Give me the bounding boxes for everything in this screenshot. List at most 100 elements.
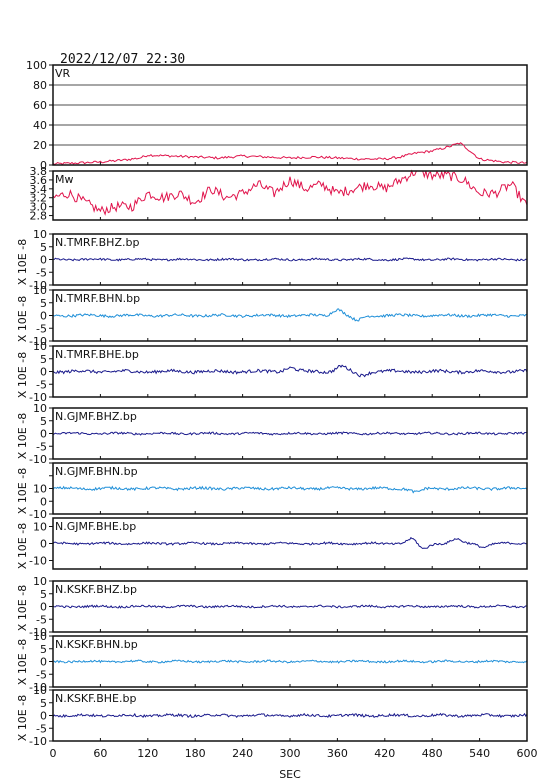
panel-frame [52, 233, 528, 286]
panel-label: N.TMRF.BHZ.bp [55, 236, 139, 249]
x-tick-label: 600 [517, 747, 538, 760]
panel-label: N.KSKF.BHE.bp [55, 692, 136, 705]
y-tick-label: -5 [36, 322, 47, 335]
y-tick-label: -5 [36, 722, 47, 735]
y-tick-label: 5 [40, 697, 47, 710]
panel-frame [52, 64, 528, 166]
x-axis-label: SEC [279, 768, 301, 781]
y-tick-label: 0 [40, 710, 47, 723]
y-tick-label: 5 [40, 353, 47, 366]
y-tick-label: 0 [40, 428, 47, 441]
panels-group: 020406080100VR2.83.03.23.43.63.8Mw-10-50… [26, 59, 528, 748]
y-tick-label: 10 [33, 340, 47, 353]
panel-n-gjmf-bhe-bp: -10 0 10 N.GJMF.BHE.bp [29, 517, 528, 570]
y-tick-label: 5 [40, 588, 47, 601]
panel-frame [52, 517, 528, 570]
y-unit-label: X 10E -8 [16, 639, 29, 685]
y-unit-label: X 10E -8 [16, 352, 29, 398]
panel-label: VR [55, 67, 71, 80]
y-tick-label: 0 [40, 601, 47, 614]
x-tick-label: 480 [422, 747, 443, 760]
y-tick-label: 5 [40, 415, 47, 428]
y-unit-label: X 10E -8 [16, 585, 29, 631]
series-line [52, 604, 528, 609]
x-tick-label: 60 [93, 747, 107, 760]
y-tick-label: 3.8 [30, 165, 48, 178]
y-tick-label: 5 [40, 297, 47, 310]
y-tick-label: 2.8 [30, 210, 48, 223]
y-tick-label: -10 [29, 335, 47, 348]
y-tick-label: -5 [36, 378, 47, 391]
panel-label: N.TMRF.BHN.bp [55, 292, 140, 305]
y-tick-label: 10 [33, 284, 47, 297]
y-tick-label: 10 [33, 483, 47, 496]
x-tick-label: 120 [137, 747, 158, 760]
x-tick-label: 300 [280, 747, 301, 760]
panel-label: N.TMRF.BHE.bp [55, 348, 139, 361]
y-tick-label: -10 [29, 681, 47, 694]
panel-label: Mw [55, 173, 74, 186]
y-tick-label: 3.2 [30, 192, 48, 205]
panel-label: N.GJMF.BHE.bp [55, 520, 136, 533]
y-tick-label: 0 [40, 366, 47, 379]
y-tick-label: 3.6 [30, 174, 48, 187]
series-line [52, 257, 528, 262]
y-tick-label: -5 [36, 613, 47, 626]
series-line [52, 308, 527, 322]
y-tick-label: -5 [36, 440, 47, 453]
y-tick-label: 60 [33, 99, 47, 112]
x-tick-label: 360 [327, 747, 348, 760]
y-tick-label: 40 [33, 119, 47, 132]
y-tick-label: -10 [29, 735, 47, 748]
series-line [52, 712, 528, 719]
y-tick-label: 5 [40, 241, 47, 254]
datetime-header: 2022/12/07 22:30 [60, 52, 185, 67]
x-tick-label: 420 [374, 747, 395, 760]
y-tick-label: 10 [33, 228, 47, 241]
y-tick-label: 0 [40, 254, 47, 267]
panel-label: N.GJMF.BHZ.bp [55, 410, 137, 423]
panel-frame [52, 462, 528, 515]
y-tick-label: 0 [40, 656, 47, 669]
panel-frame [52, 170, 528, 221]
series-line [52, 142, 528, 166]
y-tick-label: -10 [29, 279, 47, 292]
series-line [52, 485, 528, 494]
y-tick-label: 80 [33, 79, 47, 92]
y-tick-label: 10 [33, 630, 47, 643]
y-tick-label: 10 [33, 684, 47, 697]
x-axis: 0 60 120 180 240 300 360 420 480 540 600 [50, 747, 538, 760]
y-unit-label: X 10E -8 [16, 296, 29, 342]
y-tick-label: -10 [29, 453, 47, 466]
series-line [52, 431, 528, 436]
y-tick-label: 0 [40, 538, 47, 551]
y-tick-label: -5 [36, 266, 47, 279]
panel-label: N.KSKF.BHN.bp [55, 638, 138, 651]
panel-frame [52, 635, 528, 688]
x-tick-label: 180 [185, 747, 206, 760]
y-tick-label: 3.4 [30, 183, 48, 196]
y-tick-label: 0 [40, 310, 47, 323]
panel-frame [52, 289, 528, 342]
y-tick-label: 0 [40, 159, 47, 172]
y-tick-label: 10 [33, 402, 47, 415]
y-unit-label: X 10E -8 [16, 695, 29, 741]
y-tick-label: 10 [33, 575, 47, 588]
y-tick-label: 0 [40, 495, 47, 508]
panel-label: N.GJMF.BHN.bp [55, 465, 138, 478]
x-tick-label: 0 [50, 747, 57, 760]
panel-mw: 2.83.03.23.43.63.8 Mw [30, 165, 528, 223]
y-tick-label: 3.0 [30, 201, 48, 214]
y-unit-label: X 10E -8 [16, 523, 29, 569]
y-tick-label: 5 [40, 643, 47, 656]
y-tick-label: -10 [29, 555, 47, 568]
